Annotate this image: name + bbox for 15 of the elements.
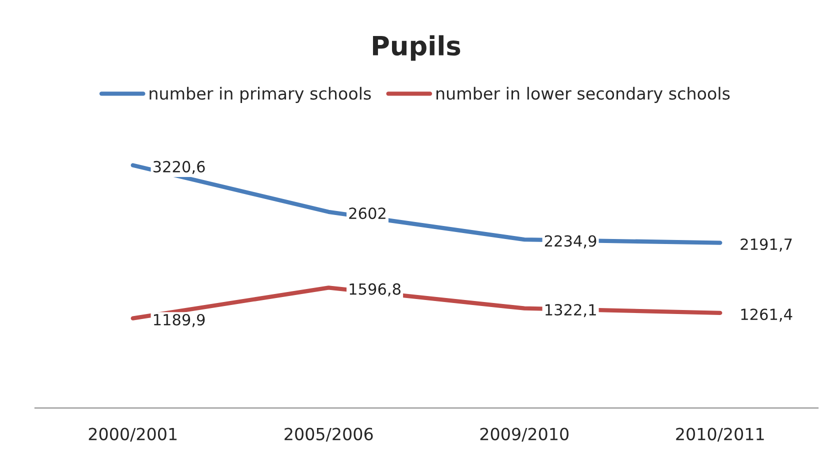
legend-label: number in primary schools [150,86,371,103]
data-label: 3220,6 [153,160,205,174]
data-label: 2602 [349,208,386,220]
legend-label: number in lower secondary schools [436,86,730,103]
data-label: 1596,8 [350,283,400,296]
x-tick-label: 2000/2001 [88,428,177,442]
data-label: 2191,7 [740,238,792,252]
data-label: 1189,9 [154,314,205,328]
chart-title: Pupils [373,35,460,61]
x-tick-label: 2005/2006 [284,428,373,442]
data-label: 1322,1 [546,304,596,318]
data-label: 2234,9 [544,235,596,248]
x-tick-label: 2010/2011 [676,428,764,442]
data-label: 1261,4 [741,308,792,322]
x-tick-label: 2009/2010 [480,428,568,442]
